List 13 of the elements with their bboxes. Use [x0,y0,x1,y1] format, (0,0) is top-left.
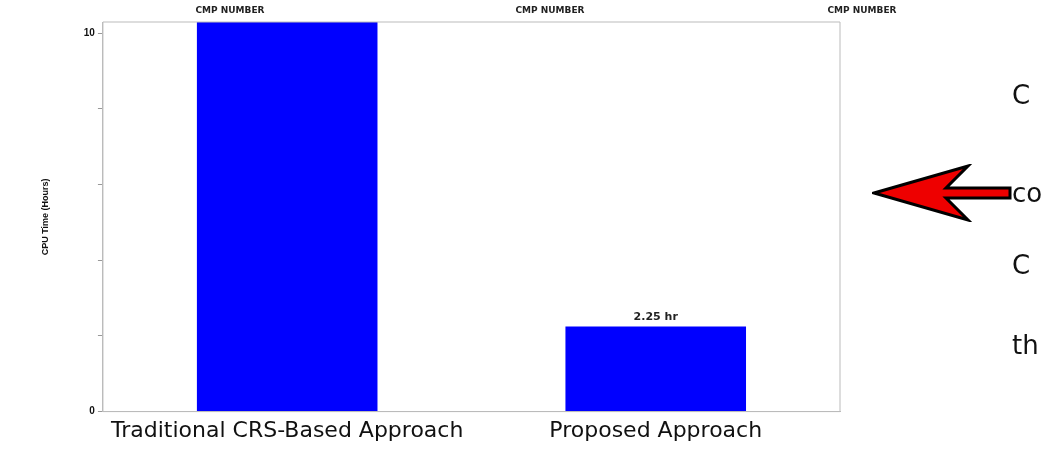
text: C [1012,80,1031,110]
text: CMP NUMBER [515,5,585,15]
text: C [1012,250,1031,280]
data-label: 2.25 hr [633,309,679,323]
text: co [1012,178,1043,208]
y-tick-label: 10 [83,27,96,39]
y-tick-label: 0 [89,405,96,417]
x-tick-label: Traditional CRS-Based Approach [110,416,464,442]
x-tick-label: Proposed Approach [549,416,763,442]
text: CMP NUMBER [195,5,265,15]
text: CMP NUMBER [827,5,897,15]
text: th [1012,330,1039,360]
y-axis-title: CPU Time (Hours) [39,178,50,256]
